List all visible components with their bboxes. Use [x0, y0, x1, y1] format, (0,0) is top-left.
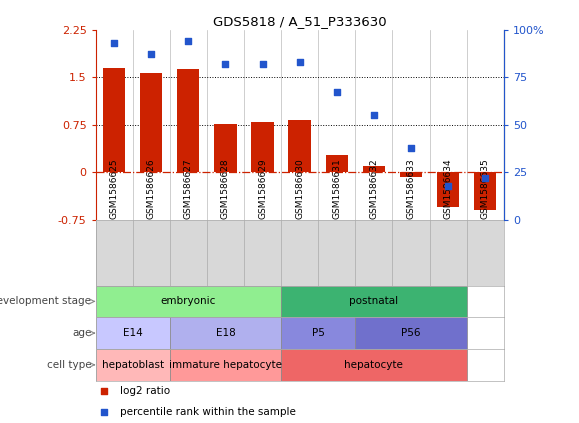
Bar	[140, 73, 162, 173]
Point	[221, 60, 230, 67]
Point	[444, 182, 453, 189]
Point	[184, 38, 193, 44]
Bar	[96, 349, 170, 381]
Text: percentile rank within the sample: percentile rank within the sample	[120, 407, 296, 418]
Bar	[251, 122, 274, 173]
Text: immature hepatocyte: immature hepatocyte	[169, 360, 282, 370]
Bar	[214, 124, 237, 173]
Point	[109, 40, 119, 47]
Text: E14: E14	[123, 328, 142, 338]
Text: P5: P5	[312, 328, 325, 338]
Text: cell type: cell type	[47, 360, 91, 370]
Text: hepatoblast: hepatoblast	[101, 360, 164, 370]
Text: embryonic: embryonic	[160, 297, 216, 306]
Bar	[281, 317, 356, 349]
Bar	[325, 155, 348, 173]
Text: E18: E18	[215, 328, 235, 338]
Point	[99, 409, 108, 416]
Bar	[170, 317, 281, 349]
Title: GDS5818 / A_51_P333630: GDS5818 / A_51_P333630	[213, 16, 386, 28]
Point	[99, 388, 108, 395]
Text: development stage: development stage	[0, 297, 91, 306]
Text: hepatocyte: hepatocyte	[345, 360, 404, 370]
Bar	[103, 68, 125, 173]
Text: P56: P56	[401, 328, 421, 338]
Bar	[96, 286, 281, 317]
Point	[258, 60, 267, 67]
Bar	[362, 166, 385, 173]
Text: log2 ratio: log2 ratio	[120, 386, 170, 396]
Point	[369, 112, 379, 119]
Bar	[437, 173, 459, 207]
Bar	[474, 173, 496, 211]
Bar	[96, 317, 170, 349]
Point	[406, 144, 416, 151]
Bar	[170, 349, 281, 381]
Bar	[356, 317, 467, 349]
Bar	[177, 69, 199, 173]
Point	[332, 89, 342, 96]
Point	[146, 51, 156, 58]
Bar	[281, 286, 467, 317]
Text: age: age	[72, 328, 91, 338]
Point	[481, 175, 490, 181]
Bar	[288, 120, 311, 173]
Bar	[281, 349, 467, 381]
Bar	[400, 173, 422, 178]
Point	[295, 58, 305, 65]
Text: postnatal: postnatal	[349, 297, 398, 306]
